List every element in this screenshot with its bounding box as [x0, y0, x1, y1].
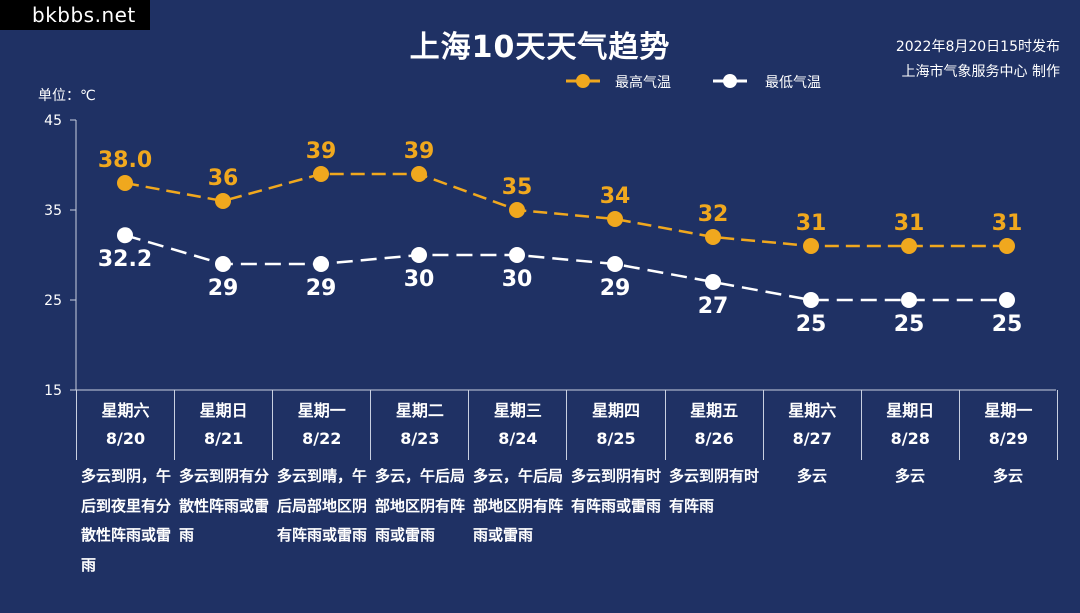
weekday-label: 星期四: [592, 401, 641, 420]
date-label: 8/25: [596, 429, 636, 448]
high-temp-label: 31: [992, 211, 1023, 236]
forecast-description: 多云: [796, 467, 827, 485]
date-label: 8/26: [694, 429, 734, 448]
forecast-description: 多云，午后局部地区阴有阵雨或雷雨: [473, 467, 564, 544]
date-label: 8/23: [400, 429, 440, 448]
high-temp-label: 32: [698, 202, 729, 227]
date-label: 8/21: [204, 429, 244, 448]
watermark: bkbbs.net: [0, 0, 150, 30]
high-temp-point: [705, 229, 721, 245]
low-temp-label: 30: [502, 267, 533, 292]
high-temp-label: 31: [894, 211, 925, 236]
date-label: 8/27: [792, 429, 832, 448]
y-tick-label: 15: [44, 383, 62, 399]
high-temp-label: 35: [502, 175, 533, 200]
high-temp-point: [411, 166, 427, 182]
forecast-description: 多云: [894, 467, 925, 485]
day-header-row: 星期六 8/20 星期日 8/21 星期一 8/22 星期二 8/23 星期三 8/24 星期四 8/…: [76, 390, 1058, 460]
low-temp-point: [803, 292, 819, 308]
high-temp-label: 31: [796, 211, 827, 236]
high-temp-line: [124, 172, 1007, 248]
forecast-description: 多云到阴有时有阵雨: [669, 467, 760, 515]
low-temp-point: [901, 292, 917, 308]
weekday-label: 星期一: [984, 401, 1033, 420]
legend-low-label: 最低气温: [765, 75, 821, 91]
forecast-description: 多云到晴，午后局部地区阴有阵雨或雷雨: [277, 467, 368, 544]
low-temp-point: [313, 256, 329, 272]
high-temp-label: 39: [404, 139, 435, 164]
day-header-cell: 星期一 8/22: [273, 390, 372, 460]
forecast-description: 多云，午后局部地区阴有阵雨或雷雨: [375, 467, 466, 544]
low-temp-label: 32.2: [98, 247, 152, 272]
legend-high-marker: [576, 74, 590, 88]
day-header-cell: 星期四 8/25: [567, 390, 666, 460]
low-temp-point: [117, 227, 133, 244]
date-label: 8/29: [988, 429, 1029, 448]
day-header-cell: 星期日 8/28: [862, 390, 960, 460]
high-temp-label: 34: [600, 184, 631, 209]
low-temp-label: 29: [208, 276, 239, 301]
low-temp-label: 25: [992, 312, 1023, 337]
date-label: 8/22: [302, 429, 342, 448]
weekday-label: 星期三: [493, 401, 542, 420]
low-temp-label: 25: [894, 312, 925, 337]
low-temp-label: 29: [306, 276, 337, 301]
date-label: 8/24: [498, 429, 538, 448]
weekday-label: 星期一: [297, 401, 346, 420]
low-temp-point: [509, 247, 525, 263]
forecast-description: 多云到阴有分散性阵雨或雷雨: [179, 467, 270, 544]
high-temp-point: [999, 238, 1015, 254]
low-temp-label: 27: [698, 294, 729, 319]
high-temp-point: [901, 238, 917, 254]
high-temp-point: [215, 193, 231, 209]
date-label: 8/28: [890, 429, 930, 448]
low-temp-point: [999, 292, 1015, 308]
legend-high-label: 最高气温: [615, 75, 671, 91]
low-temp-point: [411, 247, 427, 263]
high-temp-point: [509, 202, 525, 218]
forecast-description: 多云到阴有时有阵雨或雷雨: [571, 467, 662, 515]
y-tick-label: 35: [44, 203, 62, 219]
high-temp-point: [313, 166, 329, 182]
high-temp-label: 36: [208, 166, 239, 191]
low-temp-line: [124, 234, 1007, 302]
day-header-cell: 星期一 8/29: [960, 390, 1057, 460]
forecast-description: 多云: [992, 467, 1023, 485]
forecast-description: 多云到阴，午后到夜里有分散性阵雨或雷雨: [81, 467, 172, 574]
high-temp-label: 39: [306, 139, 337, 164]
low-temp-label: 30: [404, 267, 435, 292]
chart-title: 上海10天天气趋势: [409, 30, 671, 65]
high-temp-point: [803, 238, 819, 254]
weekday-label: 星期日: [886, 401, 935, 420]
weekday-label: 星期五: [690, 401, 739, 420]
legend-low-marker: [723, 74, 737, 88]
producer-credit: 上海市气象服务中心 制作: [901, 64, 1060, 80]
low-temp-label: 29: [600, 276, 631, 301]
day-header-cell: 星期三 8/24: [469, 390, 568, 460]
day-header-cell: 星期五 8/26: [666, 390, 764, 460]
unit-label: 单位：℃: [38, 88, 96, 104]
forecast-description-row: 多云到阴，午后到夜里有分散性阵雨或雷雨 多云到阴有分散性阵雨或雷雨 多云到晴，午后局…: [76, 462, 1056, 580]
weekday-label: 星期六: [788, 401, 837, 420]
low-temp-point: [215, 256, 231, 272]
day-header-cell: 星期六 8/20: [77, 390, 176, 460]
date-label: 8/20: [105, 429, 146, 448]
low-temp-label: 25: [796, 312, 827, 337]
weekday-label: 星期日: [199, 401, 248, 420]
issued-time: 2022年8月20日15时发布: [895, 39, 1060, 55]
low-temp-point: [705, 274, 721, 290]
high-temp-point: [117, 175, 133, 191]
high-temp-point: [607, 211, 623, 227]
day-header-cell: 星期二 8/23: [371, 390, 470, 460]
high-temp-label: 38.0: [98, 148, 152, 173]
low-temp-point: [607, 256, 623, 272]
y-tick-label: 45: [44, 113, 62, 129]
y-tick-label: 25: [44, 293, 62, 309]
weekday-label: 星期六: [101, 401, 150, 420]
weekday-label: 星期二: [395, 401, 444, 420]
day-header-cell: 星期日 8/21: [175, 390, 274, 460]
day-header-cell: 星期六 8/27: [764, 390, 862, 460]
